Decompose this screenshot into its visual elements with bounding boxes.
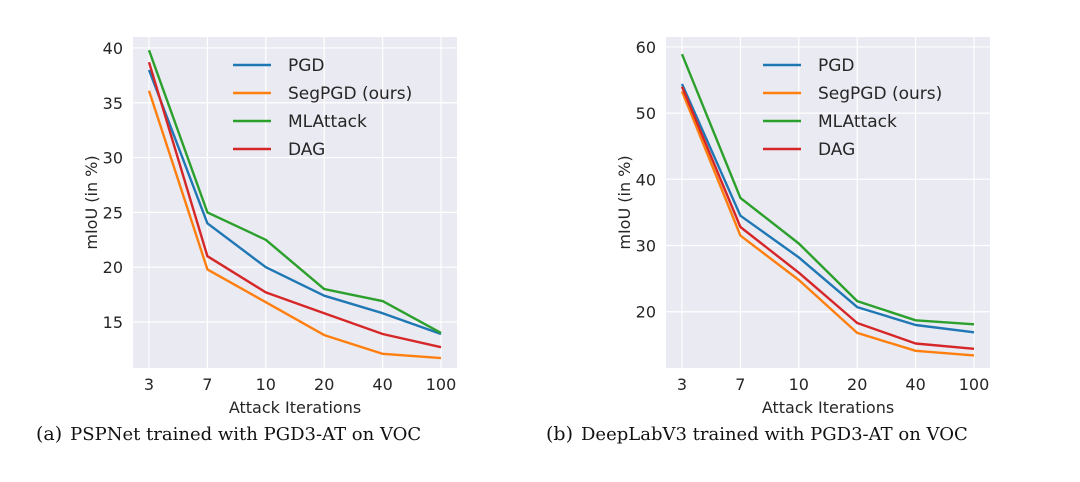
x-tick-label: 40: [372, 375, 392, 394]
y-tick-label: 25: [103, 203, 123, 222]
legend: PGD SegPGD (ours) MLAttack DAG: [233, 56, 412, 160]
figure-caption: (a) PSPNet trained with PGD3-AT on VOC: [36, 423, 421, 445]
legend-label-segpgd-ours: SegPGD (ours): [818, 84, 942, 104]
x-tick-label: 10: [256, 375, 276, 394]
caption-tag: (a): [36, 423, 62, 445]
series-line-mlattack: [680, 53, 975, 326]
series-line-dag: [147, 61, 442, 349]
legend: PGD SegPGD (ours) MLAttack DAG: [763, 56, 942, 160]
x-tick-label: 7: [202, 375, 212, 394]
caption-text: DeepLabV3 trained with PGD3-AT on VOC: [581, 424, 968, 445]
series-line-dag: [680, 86, 975, 350]
x-tick-label: 3: [144, 375, 154, 394]
y-tick-label: 60: [636, 38, 656, 57]
y-tick-label: 20: [636, 303, 656, 322]
series-line-segpgd-ours: [680, 90, 975, 357]
x-axis-label: Attack Iterations: [762, 398, 894, 417]
legend-label-dag: DAG: [288, 140, 325, 160]
series-line-mlattack: [147, 49, 442, 334]
y-axis-label: mIoU (in %): [82, 155, 101, 249]
y-tick-label: 40: [103, 39, 123, 58]
legend-label-mlattack: MLAttack: [818, 112, 897, 132]
y-tick-label: 35: [103, 94, 123, 113]
legend-label-pgd: PGD: [288, 56, 325, 76]
series-line-segpgd-ours: [147, 90, 442, 360]
caption-tag: (b): [546, 423, 573, 445]
y-tick-label: 30: [103, 149, 123, 168]
legend-label-dag: DAG: [818, 140, 855, 160]
chart-a: 3 7 10 20 40 100 15 20 25 30 35 40 Attack Iterations…: [36, 37, 457, 445]
series-line-pgd: [680, 83, 975, 334]
x-tick-label: 20: [847, 375, 867, 394]
legend-label-segpgd-ours: SegPGD (ours): [288, 84, 412, 104]
legend-label-mlattack: MLAttack: [288, 112, 367, 132]
chart-b: 3 7 10 20 40 100 20 30 40 50 60 Attack Iterations mI…: [546, 37, 990, 445]
series-line-pgd: [147, 69, 442, 336]
caption-text: PSPNet trained with PGD3-AT on VOC: [70, 424, 421, 445]
plot-area: [666, 37, 990, 368]
legend-label-pgd: PGD: [818, 56, 855, 76]
x-tick-label: 3: [677, 375, 687, 394]
x-tick-label: 100: [426, 375, 457, 394]
y-tick-label: 15: [103, 313, 123, 332]
x-axis-label: Attack Iterations: [229, 398, 361, 417]
y-tick-label: 50: [636, 104, 656, 123]
y-tick-label: 40: [636, 170, 656, 189]
x-tick-label: 100: [959, 375, 990, 394]
y-tick-label: 20: [103, 258, 123, 277]
x-tick-label: 20: [314, 375, 334, 394]
x-tick-label: 10: [789, 375, 809, 394]
y-axis-label: mIoU (in %): [615, 155, 634, 249]
y-tick-label: 30: [636, 237, 656, 256]
x-tick-label: 7: [735, 375, 745, 394]
figure-caption: (b) DeepLabV3 trained with PGD3-AT on VOC: [546, 423, 968, 445]
x-tick-label: 40: [905, 375, 925, 394]
